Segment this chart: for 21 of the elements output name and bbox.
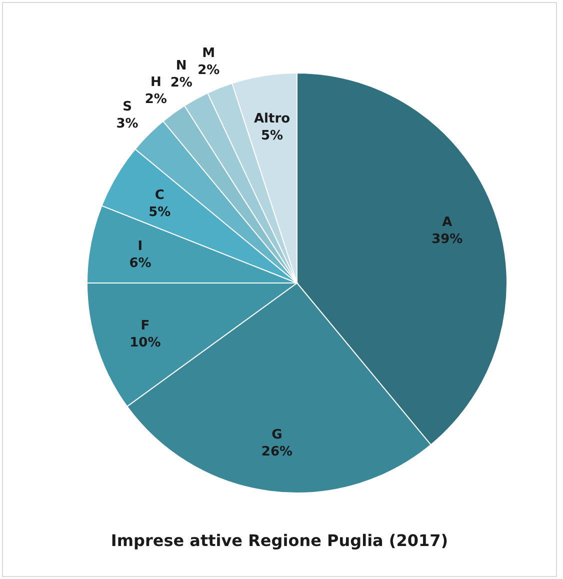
data-label: 5% (260, 128, 284, 144)
data-label: 10% (130, 335, 161, 350)
data-label: 3% (116, 116, 138, 132)
slice-label: C (154, 188, 164, 203)
data-label: 6% (129, 256, 152, 272)
data-label: 26% (261, 444, 293, 460)
slice-label: M (202, 46, 216, 61)
slice-label: A (442, 214, 452, 230)
slice-label: Altro (254, 111, 290, 126)
text: Imprese attive Regione Puglia (2017) (110, 531, 450, 550)
slice-label: S (122, 99, 132, 114)
slice-label: H (150, 74, 162, 90)
data-label: 2% (170, 76, 192, 91)
data-label: 5% (148, 204, 171, 220)
slice-label: F (140, 318, 150, 334)
slice-label: G (272, 427, 282, 442)
data-label: 39% (432, 232, 463, 247)
data-label: 2% (198, 62, 220, 78)
data-label: 2% (144, 92, 167, 107)
slice-label: N (176, 58, 187, 74)
slice-label: I (138, 239, 143, 254)
